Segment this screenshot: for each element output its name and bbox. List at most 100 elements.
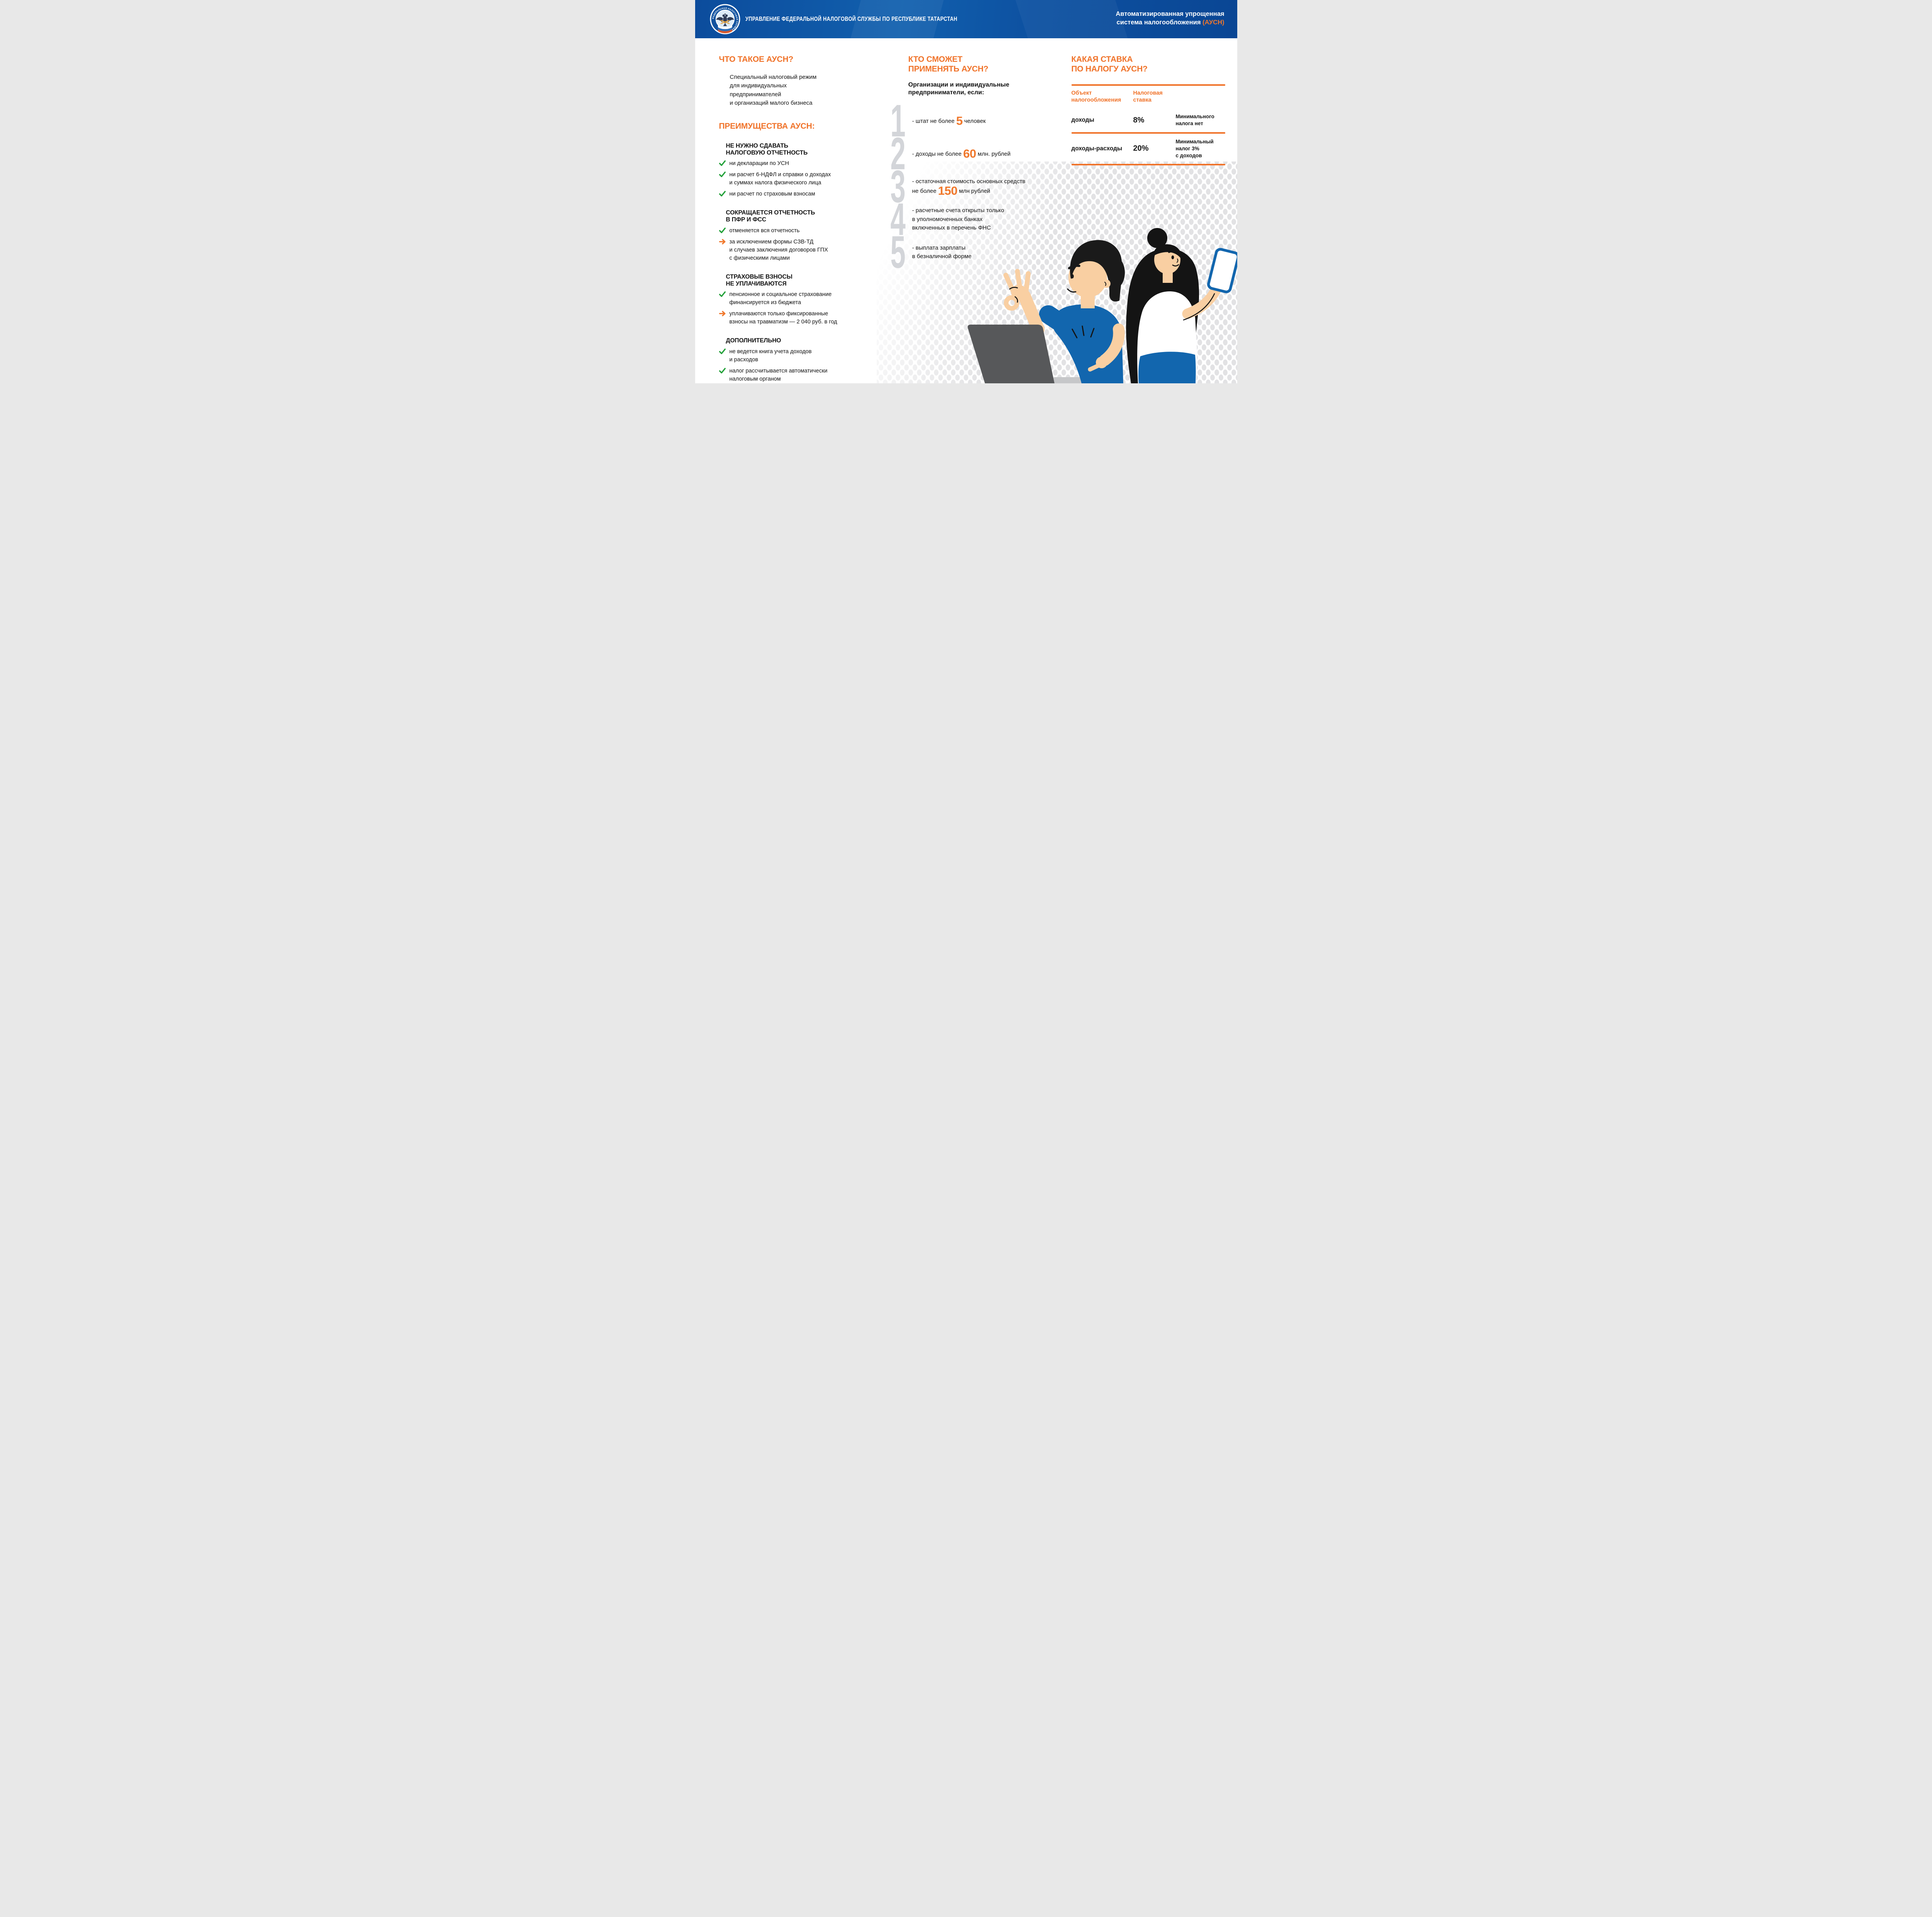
fns-logo: ФЕДЕРАЛЬНАЯ НАЛОГОВАЯ СЛУЖБА [710,4,740,34]
woman-arm [1182,284,1221,319]
arrow-icon [719,239,726,245]
condition-number: 3 [890,161,906,213]
advantage-item-text: отменяется вся отчетность [729,227,800,234]
condition-item: 1 - штат не более 5 человек [890,98,1077,144]
document-title-accent: (АУСН) [1202,19,1225,26]
advantage-item-text: налог рассчитывается автоматически налог… [729,367,828,382]
woman-front-hair [1153,244,1182,260]
man-figure [1052,240,1125,383]
condition-accent-number: 60 [963,146,976,160]
condition-item: 3 - остаточная стоимость основных средст… [890,164,1077,209]
laptop-icon [967,325,1054,383]
document-title: Автоматизированная упрощенная система на… [1116,10,1224,27]
table-rule [1071,132,1225,134]
document-title-text: Автоматизированная упрощенная система на… [1116,10,1225,26]
table-rule [1071,164,1225,166]
tax-note-cell: Минимального налога нет [1175,114,1214,127]
who-subtitle: Организации и индивидуальные предпринима… [908,81,1009,96]
condition-item: 2 - доходы не более 60 млн. рублей [890,131,1077,177]
advantage-item: уплачиваются только фиксированные взносы… [719,310,898,326]
column-who-can-apply: КТО СМОЖЕТ ПРИМЕНЯТЬ АУСН? Организации и… [890,55,1077,275]
tax-rate-cell: 20% [1133,144,1149,153]
advantage-item: налог рассчитывается автоматически налог… [719,367,898,383]
advantage-item-text: ни декларации по УСН [729,160,789,167]
column-what-is-ausn: ЧТО ТАКОЕ АУСН? Специальный налоговый ре… [719,55,898,383]
condition-item: 5 - выплата зарплаты в безналичной форме [890,230,1077,275]
advantage-item-text: уплачиваются только фиксированные взносы… [729,311,837,325]
header-bar: ФЕДЕРАЛЬНАЯ НАЛОГОВАЯ СЛУЖБА УПРАВЛЕНИЕ … [695,0,1237,38]
advantages-title: ПРЕИМУЩЕСТВА АУСН: [719,121,815,131]
advantages-group: ДОПОЛНИТЕЛЬНО не ведется книга учета дох… [719,332,898,383]
advantage-item: пенсионное и социальное страхование фина… [719,291,898,307]
advantage-item: ни расчет 6-НДФЛ и справки о доходах и с… [719,171,898,187]
advantage-item: ни расчет по страховым взносам [719,190,898,198]
check-icon [719,291,726,297]
advantages-items: отменяется вся отчетность за исключением… [719,227,898,262]
condition-number: 5 [890,227,906,278]
rate-table: Объект налогообложения Налоговая ставка … [1071,84,1225,166]
man-hair [1070,240,1125,302]
arrow-icon [719,311,726,316]
column-tax-rate: КАКАЯ СТАВКА ПО НАЛОГУ АУСН? Объект нало… [1071,55,1225,166]
rate-title: КАКАЯ СТАВКА ПО НАЛОГУ АУСН? [1071,55,1148,73]
organization-title: УПРАВЛЕНИЕ ФЕДЕРАЛЬНОЙ НАЛОГОВОЙ СЛУЖБЫ … [745,16,957,22]
condition-accent-number: 5 [956,114,963,128]
check-icon [719,172,726,177]
table-row: доходы-расходы 20% Минимальный налог 3% … [1071,134,1225,164]
woman-face-details [1168,251,1179,267]
advantage-item: не ведется книга учета доходов и расходо… [719,348,898,364]
what-is-description: Специальный налоговый режим для индивиду… [730,73,817,107]
advantages-group-heading: НЕ НУЖНО СДАВАТЬ НАЛОГОВУЮ ОТЧЕТНОСТЬ [726,142,808,156]
infographic-page: ФЕДЕРАЛЬНАЯ НАЛОГОВАЯ СЛУЖБА УПРАВЛЕНИЕ … [695,0,1237,383]
illustration [967,228,1237,383]
condition-number: 1 [890,95,906,147]
table-body: доходы 8% Минимального налога нет доходы… [1071,109,1225,166]
woman-skirt [1138,352,1196,383]
advantage-item: отменяется вся отчетность [719,227,898,235]
advantage-item: ни декларации по УСН [719,160,898,168]
advantage-item-text: пенсионное и социальное страхование фина… [729,291,832,306]
conditions-list: 1 - штат не более 5 человек 2 - доходы н… [890,98,1077,275]
advantages-items: не ведется книга учета доходов и расходо… [719,348,898,383]
check-icon [719,227,726,233]
condition-text: - штат не более 5 человек [912,114,986,128]
flag-ribbon-icon [718,25,732,34]
laptop-base [1053,377,1088,383]
advantages-groups: НЕ НУЖНО СДАВАТЬ НАЛОГОВУЮ ОТЧЕТНОСТЬ ни… [719,137,898,383]
arm-outline [1183,293,1215,321]
tax-object-cell: доходы [1071,117,1095,124]
advantages-items: ни декларации по УСН ни расчет 6-НДФЛ и … [719,160,898,198]
advantage-item-text: ни расчет по страховым взносам [729,191,815,197]
tax-object-cell: доходы-расходы [1071,145,1122,152]
table-header-row: Объект налогообложения Налоговая ставка [1071,86,1225,109]
advantages-group-heading: ДОПОЛНИТЕЛЬНО [726,337,781,344]
man-face [1068,257,1107,298]
check-icon [719,348,726,354]
condition-accent-number: 150 [938,184,958,197]
man-face-details [1067,264,1106,293]
condition-text: - доходы не более 60 млн. рублей [912,146,1011,160]
condition-number: 2 [890,128,906,180]
who-title: КТО СМОЖЕТ ПРИМЕНЯТЬ АУСН? [908,55,989,73]
tax-note-cell: Минимальный налог 3% с доходов [1175,138,1214,159]
condition-number: 4 [890,194,906,245]
table-row: доходы 8% Минимального налога нет [1071,109,1225,132]
check-icon [719,191,726,197]
woman-hair-bun [1147,228,1167,248]
advantages-items: пенсионное и социальное страхование фина… [719,291,898,326]
advantage-item: за исключением формы СЗВ-ТД и случаев за… [719,238,898,262]
tax-rate-cell: 8% [1133,116,1145,124]
check-icon [719,160,726,166]
advantages-group-heading: СОКРАЩАЕТСЯ ОТЧЕТНОСТЬ В ПФР И ФСС [726,209,815,223]
emphasis-lines [1071,325,1094,338]
advantages-group: СТРАХОВЫЕ ВЗНОСЫ НЕ УПЛАЧИВАЮТСЯ пенсион… [719,268,898,327]
advantages-group: СОКРАЩАЕТСЯ ОТЧЕТНОСТЬ В ПФР И ФСС отмен… [719,204,898,262]
advantage-item-text: за исключением формы СЗВ-ТД и случаев за… [729,238,828,261]
smartphone-icon [1207,248,1237,293]
man-index-finger [1088,362,1102,372]
advantages-group-heading: СТРАХОВЫЕ ВЗНОСЫ НЕ УПЛАЧИВАЮТСЯ [726,273,793,287]
crossed-keys-icon [720,20,730,24]
condition-text: - остаточная стоимость основных средств … [912,178,1026,197]
advantage-item-text: не ведется книга учета доходов и расходо… [729,348,812,363]
condition-text: - выплата зарплаты в безналичной форме [912,244,972,260]
